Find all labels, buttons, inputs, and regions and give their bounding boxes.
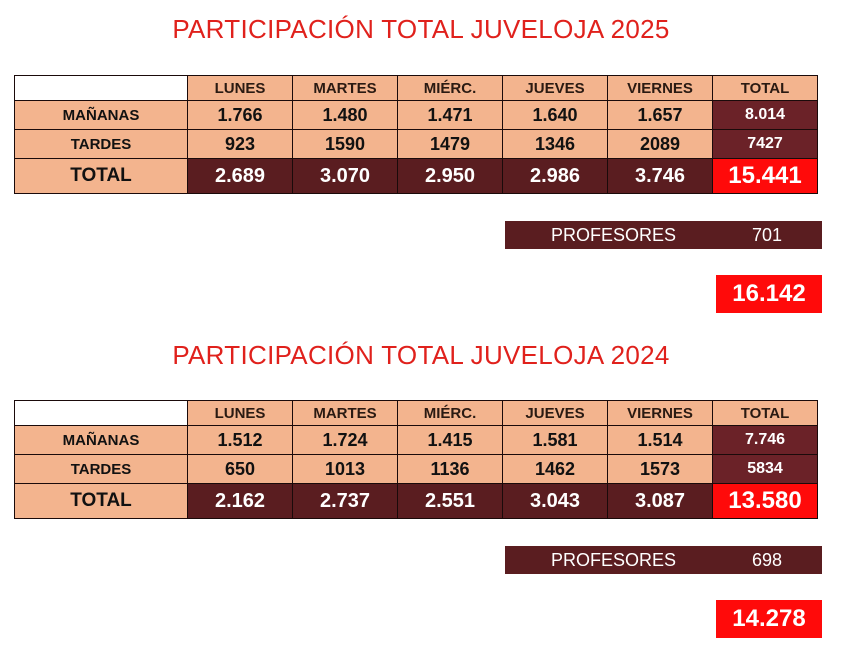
- cell-total-martes: 3.070: [292, 158, 398, 194]
- participation-table-2025: LUNES MARTES MIÉRC. JUEVES VIERNES TOTAL…: [14, 75, 818, 194]
- row-label-total: TOTAL: [14, 483, 188, 519]
- header-miercoles: MIÉRC.: [397, 400, 503, 426]
- header-blank-cell: [14, 400, 188, 426]
- cell-mananas-martes: 1.480: [292, 100, 398, 130]
- header-lunes: LUNES: [187, 75, 293, 101]
- cell-tardes-jueves: 1462: [502, 454, 608, 484]
- row-label-tardes: TARDES: [14, 454, 188, 484]
- header-total: TOTAL: [712, 75, 818, 101]
- cell-mananas-miercoles: 1.415: [397, 425, 503, 455]
- mananas-row: MAÑANAS 1.512 1.724 1.415 1.581 1.514 7.…: [14, 425, 818, 455]
- cell-total-total: 13.580: [712, 483, 818, 519]
- header-martes: MARTES: [292, 400, 398, 426]
- header-lunes: LUNES: [187, 400, 293, 426]
- grand-total-2024: 14.278: [716, 600, 822, 638]
- profesores-label: PROFESORES: [551, 550, 677, 570]
- cell-total-viernes: 3.087: [607, 483, 713, 519]
- row-label-tardes: TARDES: [14, 129, 188, 159]
- header-viernes: VIERNES: [607, 400, 713, 426]
- cell-mananas-lunes: 1.512: [187, 425, 293, 455]
- header-miercoles: MIÉRC.: [397, 75, 503, 101]
- header-jueves: JUEVES: [502, 75, 608, 101]
- cell-mananas-jueves: 1.581: [502, 425, 608, 455]
- cell-mananas-martes: 1.724: [292, 425, 398, 455]
- cell-total-total: 15.441: [712, 158, 818, 194]
- title-2024: PARTICIPACIÓN TOTAL JUVELOJA 2024: [172, 340, 670, 370]
- tardes-row: TARDES 923 1590 1479 1346 2089 7427: [14, 129, 818, 159]
- cell-total-viernes: 3.746: [607, 158, 713, 194]
- profesores-value: 698: [752, 550, 783, 570]
- profesores-bar-2025: PROFESORES 701: [505, 221, 822, 249]
- header-total: TOTAL: [712, 400, 818, 426]
- cell-tardes-martes: 1590: [292, 129, 398, 159]
- cell-total-miercoles: 2.950: [397, 158, 503, 194]
- row-label-mananas: MAÑANAS: [14, 425, 188, 455]
- cell-mananas-total: 8.014: [712, 100, 818, 130]
- cell-mananas-viernes: 1.514: [607, 425, 713, 455]
- cell-total-martes: 2.737: [292, 483, 398, 519]
- tardes-row: TARDES 650 1013 1136 1462 1573 5834: [14, 454, 818, 484]
- header-blank-cell: [14, 75, 188, 101]
- header-viernes: VIERNES: [607, 75, 713, 101]
- profesores-bar-2024: PROFESORES 698: [505, 546, 822, 574]
- cell-total-lunes: 2.162: [187, 483, 293, 519]
- grand-total-2025: 16.142: [716, 275, 822, 313]
- profesores-value: 701: [752, 225, 783, 245]
- cell-tardes-miercoles: 1136: [397, 454, 503, 484]
- header-jueves: JUEVES: [502, 400, 608, 426]
- cell-total-miercoles: 2.551: [397, 483, 503, 519]
- cell-tardes-martes: 1013: [292, 454, 398, 484]
- cell-tardes-jueves: 1346: [502, 129, 608, 159]
- title-2025: PARTICIPACIÓN TOTAL JUVELOJA 2025: [172, 14, 670, 44]
- row-label-total: TOTAL: [14, 158, 188, 194]
- cell-mananas-miercoles: 1.471: [397, 100, 503, 130]
- cell-mananas-jueves: 1.640: [502, 100, 608, 130]
- total-row: TOTAL 2.689 3.070 2.950 2.986 3.746 15.4…: [14, 158, 818, 194]
- cell-tardes-miercoles: 1479: [397, 129, 503, 159]
- cell-tardes-lunes: 650: [187, 454, 293, 484]
- profesores-label: PROFESORES: [551, 225, 677, 245]
- header-row: LUNES MARTES MIÉRC. JUEVES VIERNES TOTAL: [14, 75, 818, 101]
- cell-tardes-viernes: 1573: [607, 454, 713, 484]
- cell-tardes-lunes: 923: [187, 129, 293, 159]
- header-row: LUNES MARTES MIÉRC. JUEVES VIERNES TOTAL: [14, 400, 818, 426]
- total-row: TOTAL 2.162 2.737 2.551 3.043 3.087 13.5…: [14, 483, 818, 519]
- cell-total-jueves: 3.043: [502, 483, 608, 519]
- cell-total-jueves: 2.986: [502, 158, 608, 194]
- header-martes: MARTES: [292, 75, 398, 101]
- cell-tardes-total: 7427: [712, 129, 818, 159]
- row-label-mananas: MAÑANAS: [14, 100, 188, 130]
- mananas-row: MAÑANAS 1.766 1.480 1.471 1.640 1.657 8.…: [14, 100, 818, 130]
- participation-table-2024: LUNES MARTES MIÉRC. JUEVES VIERNES TOTAL…: [14, 400, 818, 519]
- cell-tardes-viernes: 2089: [607, 129, 713, 159]
- cell-mananas-total: 7.746: [712, 425, 818, 455]
- cell-tardes-total: 5834: [712, 454, 818, 484]
- cell-mananas-viernes: 1.657: [607, 100, 713, 130]
- cell-total-lunes: 2.689: [187, 158, 293, 194]
- cell-mananas-lunes: 1.766: [187, 100, 293, 130]
